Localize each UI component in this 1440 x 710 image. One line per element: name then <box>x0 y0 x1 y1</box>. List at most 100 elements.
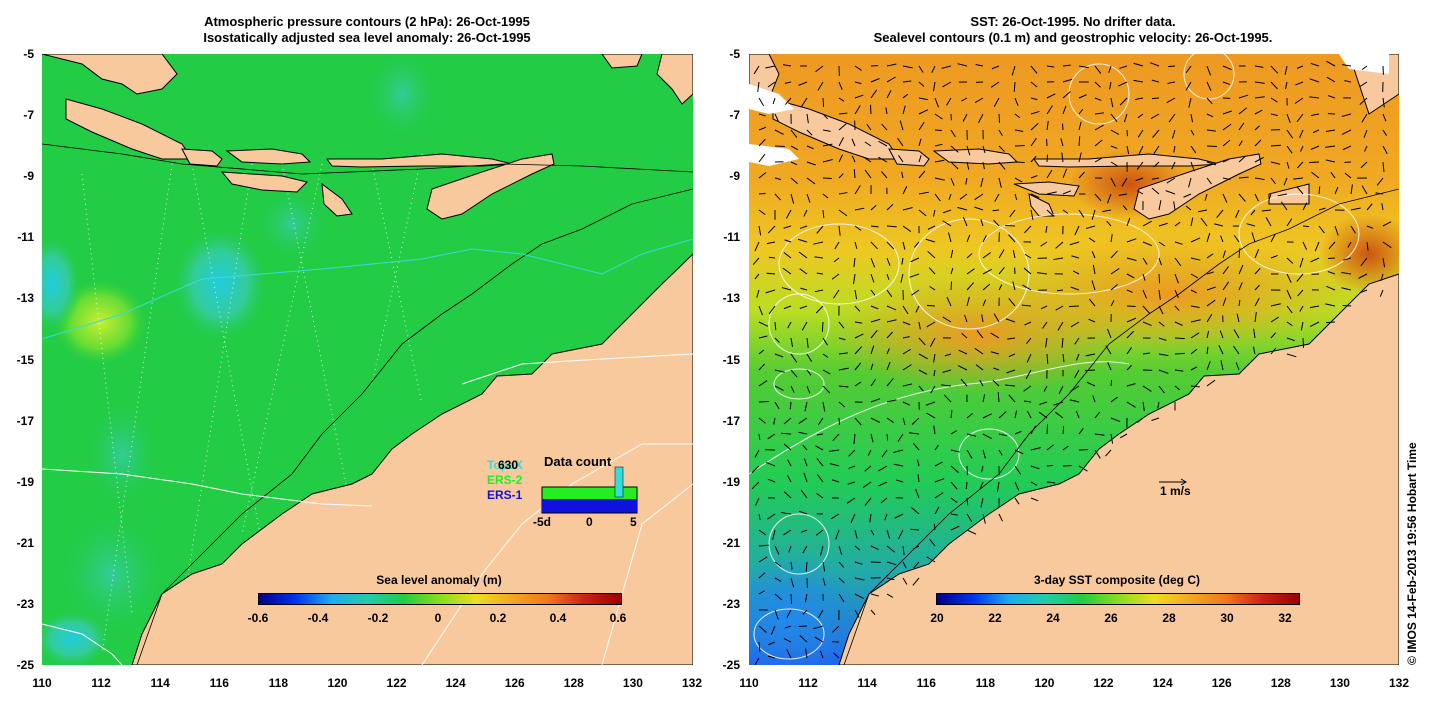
velocity-arrow <box>870 89 878 99</box>
y-tick-label: -7 <box>729 108 740 123</box>
velocity-arrow <box>801 321 808 331</box>
velocity-arrow <box>816 225 824 234</box>
velocity-arrow <box>1358 273 1368 279</box>
velocity-arrow <box>1238 94 1249 99</box>
velocity-arrow <box>866 123 872 131</box>
velocity-arrow <box>992 379 1000 387</box>
velocity-arrow <box>1110 250 1118 259</box>
velocity-arrow <box>927 225 936 230</box>
velocity-arrow <box>1312 129 1320 134</box>
velocity-arrow <box>1055 305 1064 311</box>
velocity-arrow <box>902 65 913 69</box>
velocity-arrow <box>790 369 798 378</box>
velocity-arrow <box>1222 266 1230 275</box>
velocity-arrow <box>886 76 896 83</box>
velocity-arrow <box>1222 281 1230 291</box>
velocity-arrow <box>918 109 929 115</box>
velocity-arrow <box>978 113 984 124</box>
velocity-arrow <box>806 161 816 166</box>
velocity-arrow <box>1088 318 1096 323</box>
velocity-arrow <box>1106 328 1112 339</box>
velocity-arrow <box>799 305 808 309</box>
velocity-arrow <box>773 417 776 425</box>
velocity-arrow <box>918 65 924 73</box>
velocity-arrow <box>1008 394 1016 403</box>
velocity-arrow <box>1110 417 1121 423</box>
velocity-arrow <box>918 155 922 163</box>
velocity-arrow <box>1142 385 1152 392</box>
velocity-arrow <box>1053 257 1064 261</box>
velocity-arrow <box>1222 65 1232 71</box>
velocity-arrow <box>1238 107 1248 115</box>
velocity-arrow <box>1174 321 1183 326</box>
velocity-arrow <box>788 545 792 553</box>
x-tick-label: 120 <box>1034 676 1055 690</box>
velocity-arrow <box>1190 161 1195 172</box>
velocity-arrow <box>1261 209 1272 212</box>
velocity-arrow <box>1286 305 1293 314</box>
velocity-arrow <box>1062 105 1067 115</box>
velocity-arrow <box>806 369 812 376</box>
velocity-arrow <box>1300 145 1304 152</box>
velocity-arrow <box>934 444 939 451</box>
velocity-arrow <box>800 489 808 499</box>
y-tick-label: -21 <box>16 535 34 550</box>
velocity-arrow <box>942 220 952 227</box>
velocity-arrow <box>1206 97 1213 105</box>
velocity-arrow <box>1091 251 1096 259</box>
velocity-arrow <box>1254 139 1262 147</box>
left-cb-tick-0: -0.6 <box>247 611 269 625</box>
velocity-arrow <box>990 81 1000 88</box>
velocity-arrow <box>965 177 968 185</box>
velocity-arrow <box>758 529 767 536</box>
velocity-arrow <box>1286 353 1297 358</box>
velocity-arrow <box>974 193 984 200</box>
x-tick-label: 116 <box>209 676 229 690</box>
velocity-arrow <box>1123 113 1128 123</box>
velocity-arrow <box>1171 161 1176 170</box>
velocity-arrow <box>1206 253 1214 259</box>
right-cb-tick-2: 24 <box>1046 611 1060 625</box>
velocity-arrow <box>854 333 864 339</box>
velocity-arrow <box>1296 186 1304 195</box>
velocity-arrow <box>982 283 991 291</box>
velocity-arrow <box>853 433 856 444</box>
velocity-arrow <box>854 305 861 312</box>
velocity-arrow <box>1074 225 1080 236</box>
velocity-arrow <box>934 177 945 181</box>
velocity-arrow <box>1173 145 1176 153</box>
velocity-arrow <box>1014 144 1025 147</box>
velocity-arrow <box>1270 347 1277 355</box>
velocity-arrow <box>1060 138 1064 147</box>
velocity-arrow <box>912 442 920 451</box>
velocity-arrow <box>833 257 840 263</box>
left-cb-tick-1: -0.4 <box>307 611 329 625</box>
velocity-arrow <box>1030 155 1037 163</box>
velocity-arrow <box>1078 209 1085 218</box>
velocity-arrow <box>1293 177 1304 180</box>
velocity-arrow <box>1251 232 1256 243</box>
velocity-arrow <box>758 400 769 403</box>
velocity-arrow <box>966 413 973 419</box>
velocity-arrow <box>854 207 865 211</box>
velocity-arrow <box>1254 312 1257 323</box>
velocity-arrow <box>822 337 828 346</box>
velocity-arrow <box>1070 321 1080 328</box>
velocity-arrow <box>1270 97 1278 103</box>
velocity-arrow <box>1142 352 1151 355</box>
velocity-arrow <box>1071 255 1080 259</box>
velocity-arrow <box>838 173 844 179</box>
velocity-arrow <box>770 625 776 635</box>
velocity-arrow <box>942 209 952 214</box>
x-tick-label: 110 <box>32 676 52 690</box>
velocity-arrow <box>1222 123 1232 131</box>
velocity-arrow <box>1030 122 1039 131</box>
velocity-arrow <box>846 497 856 504</box>
velocity-arrow <box>831 273 840 280</box>
velocity-arrow <box>1342 64 1352 67</box>
velocity-arrow <box>1286 289 1292 300</box>
velocity-arrow <box>1046 154 1049 163</box>
velocity-arrow <box>755 497 760 506</box>
velocity-arrow <box>933 369 936 377</box>
y-tick-label: -15 <box>16 352 34 367</box>
